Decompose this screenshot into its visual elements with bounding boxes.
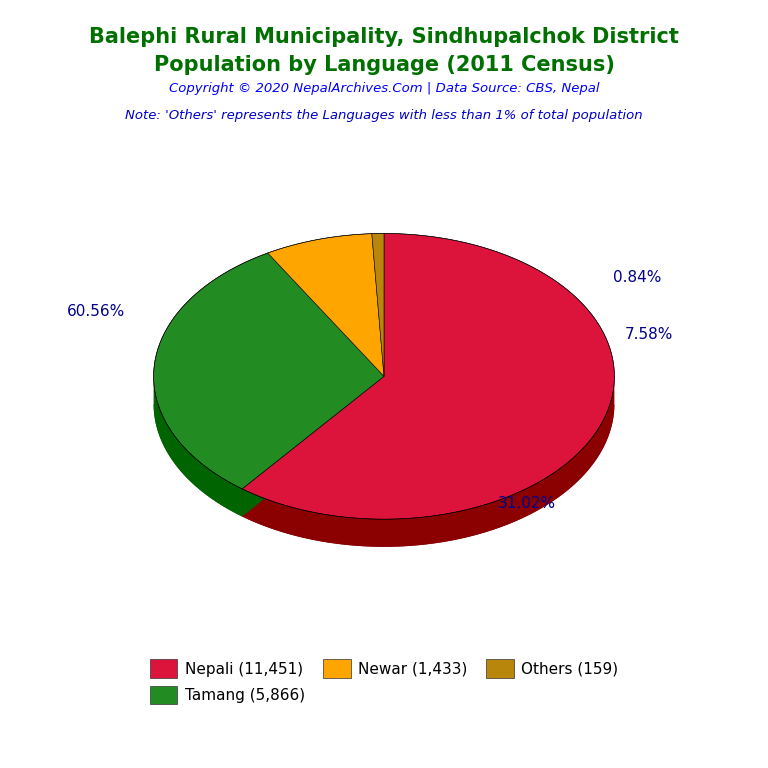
Text: Population by Language (2011 Census): Population by Language (2011 Census) bbox=[154, 55, 614, 75]
Polygon shape bbox=[242, 376, 384, 517]
Text: 60.56%: 60.56% bbox=[67, 304, 125, 319]
Polygon shape bbox=[242, 404, 614, 547]
Text: Copyright © 2020 NepalArchives.Com | Data Source: CBS, Nepal: Copyright © 2020 NepalArchives.Com | Dat… bbox=[169, 82, 599, 95]
Text: 31.02%: 31.02% bbox=[498, 495, 556, 511]
Text: 7.58%: 7.58% bbox=[625, 327, 673, 343]
Polygon shape bbox=[154, 404, 384, 517]
Polygon shape bbox=[242, 379, 614, 547]
Polygon shape bbox=[154, 253, 384, 489]
Text: 0.84%: 0.84% bbox=[614, 270, 661, 285]
Text: Balephi Rural Municipality, Sindhupalchok District: Balephi Rural Municipality, Sindhupalcho… bbox=[89, 27, 679, 47]
Text: Note: 'Others' represents the Languages with less than 1% of total population: Note: 'Others' represents the Languages … bbox=[125, 109, 643, 122]
Polygon shape bbox=[372, 233, 384, 376]
Polygon shape bbox=[154, 377, 242, 517]
Legend: Nepali (11,451), Tamang (5,866), Newar (1,433), Others (159): Nepali (11,451), Tamang (5,866), Newar (… bbox=[144, 654, 624, 710]
Polygon shape bbox=[268, 233, 384, 376]
Polygon shape bbox=[242, 376, 384, 517]
Polygon shape bbox=[242, 233, 614, 519]
